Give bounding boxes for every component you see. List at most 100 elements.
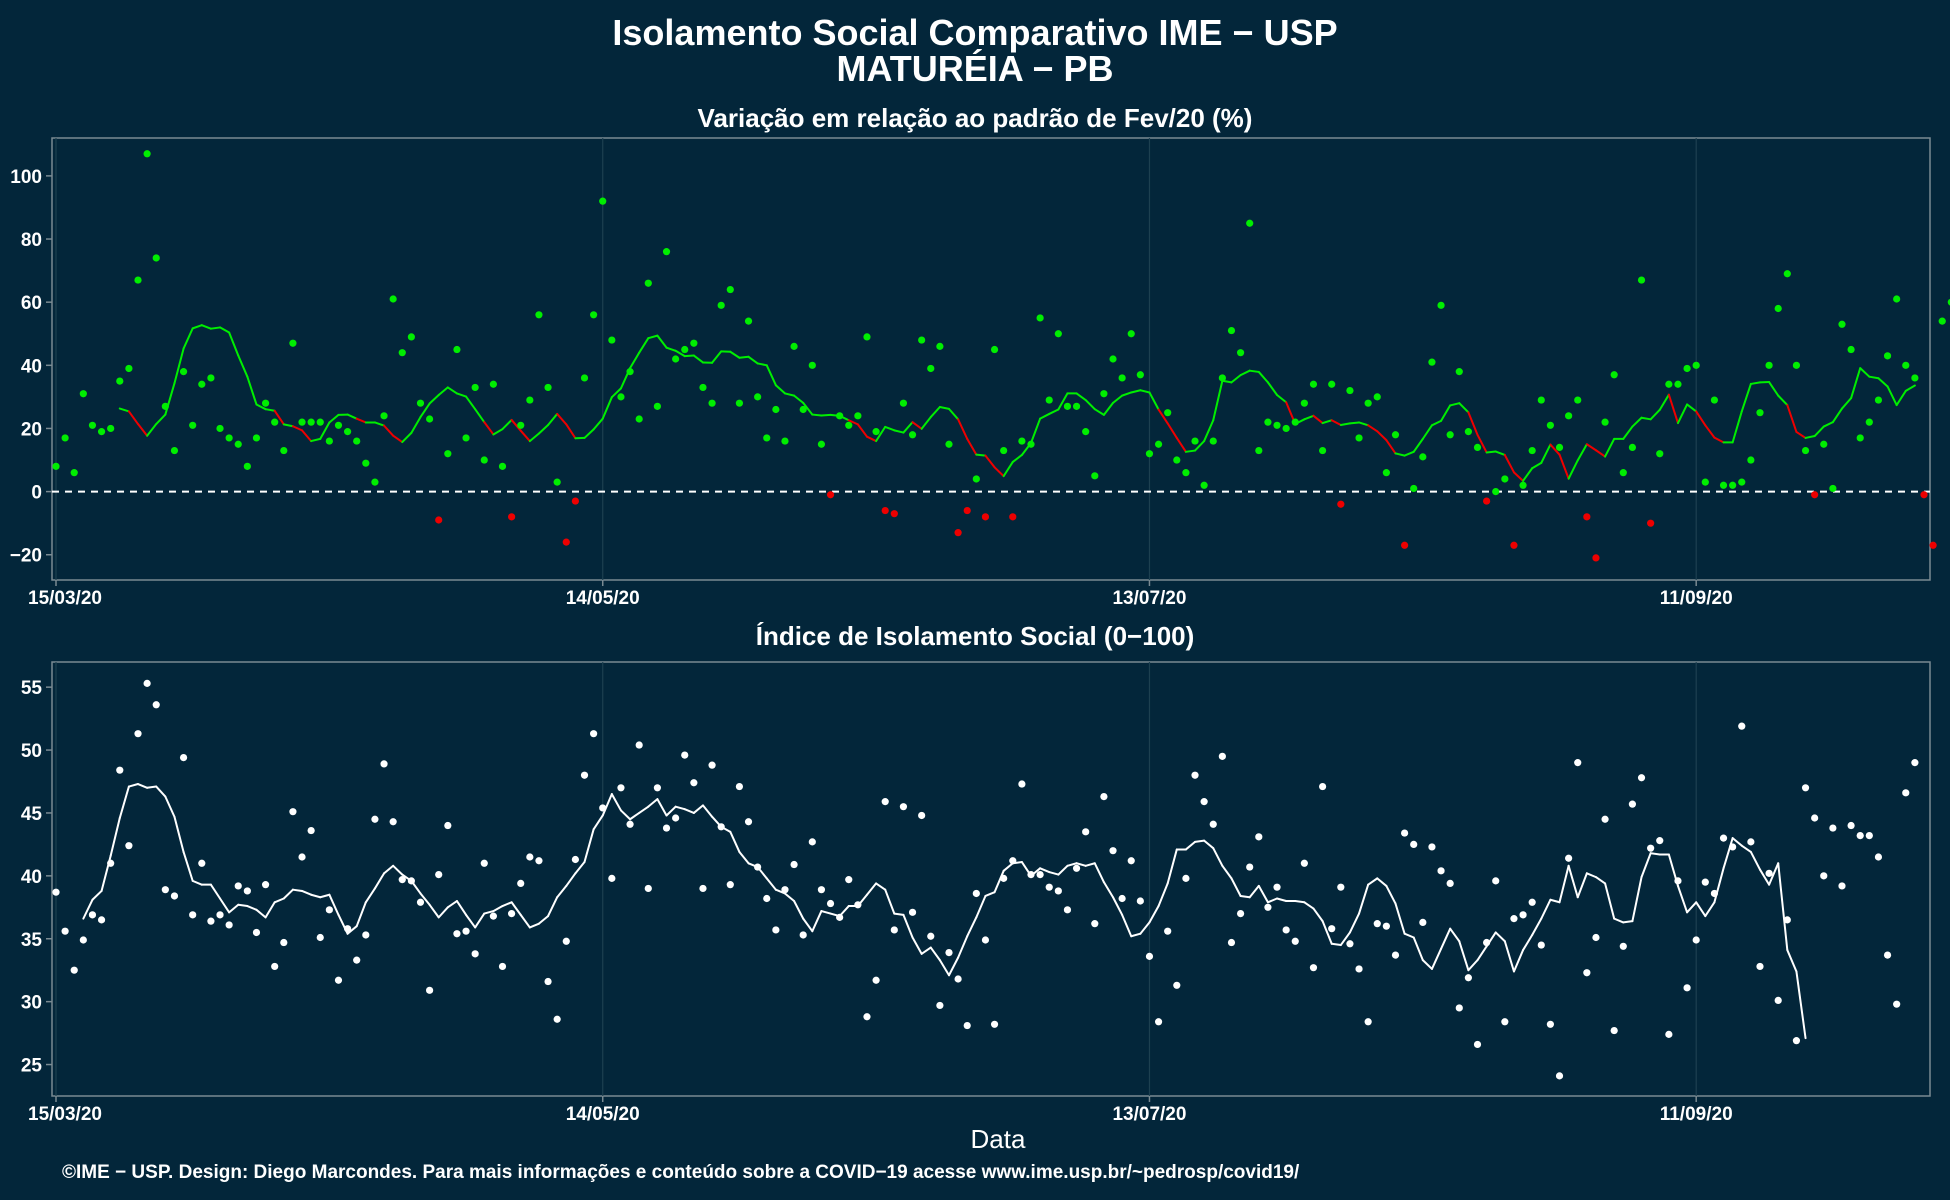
moving-average-segment bbox=[1786, 404, 1798, 433]
moving-average-segment bbox=[1276, 897, 1288, 903]
moving-average-segment bbox=[1831, 407, 1843, 424]
moving-average-segment bbox=[127, 783, 140, 788]
moving-average-segment bbox=[1531, 461, 1543, 470]
moving-average-segment bbox=[929, 946, 941, 962]
moving-average-segment bbox=[1458, 402, 1470, 414]
data-point bbox=[234, 882, 242, 890]
moving-average-segment bbox=[273, 409, 285, 426]
data-point bbox=[1783, 270, 1791, 278]
moving-average-segment bbox=[902, 421, 914, 434]
data-point bbox=[1072, 402, 1081, 410]
data-point bbox=[1911, 374, 1919, 382]
moving-average-segment bbox=[692, 804, 704, 814]
moving-average-segment bbox=[1631, 416, 1643, 428]
data-point bbox=[70, 966, 78, 974]
data-point bbox=[1656, 837, 1664, 845]
data-point bbox=[316, 418, 324, 426]
data-point bbox=[52, 462, 60, 470]
data-point bbox=[981, 936, 990, 944]
moving-average-segment bbox=[474, 912, 486, 929]
data-point bbox=[1145, 952, 1154, 960]
moving-average-segment bbox=[1777, 394, 1789, 407]
moving-average-segment bbox=[1576, 443, 1588, 462]
moving-average-segment bbox=[1230, 374, 1242, 384]
data-point bbox=[1391, 951, 1400, 959]
moving-average-segment bbox=[173, 347, 185, 385]
moving-average-segment bbox=[492, 905, 504, 913]
data-point bbox=[1182, 874, 1190, 882]
moving-average-segment bbox=[1895, 389, 1907, 407]
data-point bbox=[161, 402, 169, 410]
data-point bbox=[580, 771, 589, 779]
data-point bbox=[480, 859, 488, 867]
moving-average-segment bbox=[692, 354, 704, 364]
data-point bbox=[963, 506, 971, 515]
moving-average-segment bbox=[820, 910, 832, 915]
data-point bbox=[1610, 371, 1618, 379]
moving-average-segment bbox=[1503, 940, 1515, 973]
x-tick-label: 11/09/20 bbox=[1660, 588, 1733, 609]
moving-average-segment bbox=[1622, 425, 1634, 440]
moving-average-segment bbox=[1430, 419, 1443, 427]
moving-average-segment bbox=[109, 816, 121, 857]
moving-average-segment bbox=[1540, 898, 1552, 920]
data-point bbox=[70, 469, 78, 477]
moving-average-segment bbox=[1713, 436, 1725, 444]
moving-average-segment bbox=[1749, 850, 1761, 871]
data-point bbox=[1692, 361, 1700, 369]
data-point bbox=[407, 877, 415, 885]
data-point bbox=[772, 405, 780, 414]
moving-average-segment bbox=[1686, 901, 1698, 914]
data-point bbox=[298, 853, 306, 861]
moving-average-segment bbox=[1868, 375, 1880, 380]
moving-average-segment bbox=[1102, 881, 1115, 899]
data-point bbox=[1446, 879, 1454, 888]
data-point bbox=[289, 808, 297, 816]
moving-average-segment bbox=[947, 956, 960, 977]
moving-average-segment bbox=[865, 435, 878, 443]
data-point bbox=[672, 355, 680, 363]
data-point bbox=[699, 383, 707, 392]
moving-average-segment bbox=[929, 405, 941, 419]
data-point bbox=[271, 418, 279, 426]
data-point bbox=[744, 317, 753, 325]
moving-average-segment bbox=[1522, 933, 1534, 952]
panel-variation-plot-area bbox=[51, 137, 1931, 581]
moving-average-segment bbox=[419, 892, 431, 906]
data-point bbox=[1756, 962, 1764, 971]
data-point bbox=[972, 889, 980, 898]
moving-average-segment bbox=[1777, 862, 1789, 952]
x-tick-label: 11/09/20 bbox=[1660, 1104, 1733, 1125]
data-point bbox=[1555, 1072, 1564, 1080]
data-point bbox=[1419, 918, 1427, 927]
moving-average-segment bbox=[1157, 882, 1169, 908]
moving-average-segment bbox=[519, 913, 531, 929]
moving-average-segment bbox=[146, 785, 158, 789]
data-point bbox=[1729, 843, 1737, 851]
moving-average-segment bbox=[1476, 945, 1488, 962]
moving-average-segment bbox=[920, 946, 932, 955]
moving-average-segment bbox=[747, 355, 759, 365]
moving-average-segment bbox=[1166, 848, 1178, 885]
data-point bbox=[872, 976, 880, 984]
data-point bbox=[1164, 927, 1172, 935]
data-point bbox=[1628, 443, 1637, 451]
data-point bbox=[1100, 793, 1108, 801]
moving-average-segment bbox=[291, 425, 304, 432]
data-point bbox=[1318, 782, 1327, 791]
moving-average-segment bbox=[410, 416, 422, 434]
data-point bbox=[1209, 820, 1217, 828]
data-point bbox=[1938, 317, 1946, 325]
data-point bbox=[116, 377, 124, 385]
moving-average-segment bbox=[1266, 381, 1279, 396]
moving-average-segment bbox=[1394, 902, 1406, 935]
moving-average-segment bbox=[282, 423, 294, 428]
data-point bbox=[781, 886, 789, 894]
data-point bbox=[480, 456, 488, 464]
moving-average-segment bbox=[1467, 411, 1479, 436]
data-point bbox=[1847, 821, 1855, 830]
data-point bbox=[1765, 869, 1773, 877]
moving-average-segment bbox=[1048, 871, 1060, 876]
data-point bbox=[918, 811, 926, 820]
moving-average-segment bbox=[428, 393, 440, 405]
